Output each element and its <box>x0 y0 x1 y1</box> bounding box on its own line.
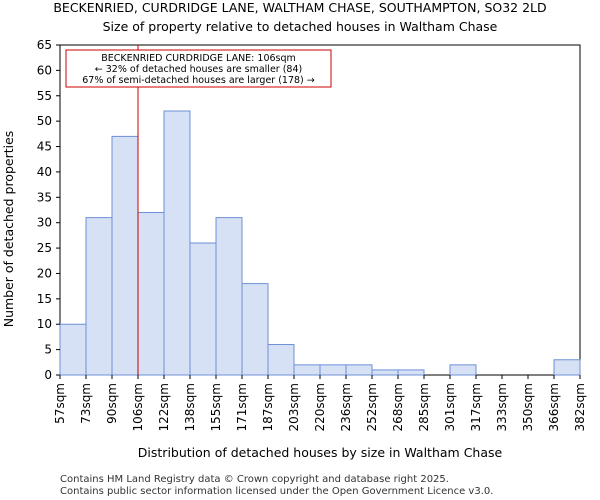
x-tick-label: 317sqm <box>469 383 483 431</box>
x-tick-label: 106sqm <box>131 383 145 431</box>
x-tick-label: 203sqm <box>287 383 301 431</box>
y-tick-label: 0 <box>44 368 52 382</box>
bar-268sqm <box>397 369 425 376</box>
y-tick-label: 50 <box>37 114 52 128</box>
y-tick-label: 55 <box>37 89 52 103</box>
y-tick-label: 35 <box>37 190 52 204</box>
x-tick-label: 285sqm <box>417 383 431 431</box>
bar-252sqm <box>371 369 399 376</box>
footer-line-1: Contains HM Land Registry data © Crown c… <box>60 474 449 485</box>
annotation-line-1: BECKENRIED CURDRIDGE LANE: 106sqm <box>101 53 296 64</box>
bar-301sqm <box>449 364 477 376</box>
bar-187sqm <box>267 344 295 376</box>
bar-73sqm <box>85 217 113 376</box>
y-tick-label: 40 <box>37 165 52 179</box>
x-tick-label: 268sqm <box>391 383 405 431</box>
bar-203sqm <box>293 364 321 376</box>
chart-title: BECKENRIED, CURDRIDGE LANE, WALTHAM CHAS… <box>53 0 546 15</box>
x-tick-label: 350sqm <box>521 383 535 431</box>
y-tick-label: 60 <box>37 63 52 77</box>
x-tick-label: 220sqm <box>313 383 327 431</box>
y-axis-ticks: 0 5 10 15 20 25 30 35 40 45 50 55 60 65 <box>37 38 60 382</box>
x-tick-label: 187sqm <box>261 383 275 431</box>
bar-171sqm <box>241 283 269 376</box>
x-tick-label: 236sqm <box>339 383 353 431</box>
bar-90sqm <box>111 135 139 376</box>
plot-area: 0 5 10 15 20 25 30 35 40 45 50 55 60 65 57sqm 73sqm 90s… <box>37 38 587 431</box>
y-tick-label: 25 <box>37 241 52 255</box>
annotation-border <box>65 49 332 88</box>
y-tick-label: 65 <box>37 38 52 52</box>
bar-366sqm <box>553 359 581 376</box>
bar-138sqm <box>189 242 217 376</box>
y-tick-label: 10 <box>37 317 52 331</box>
y-tick-label: 5 <box>44 343 52 357</box>
y-tick-label: 15 <box>37 292 52 306</box>
annotation-box: BECKENRIED CURDRIDGE LANE: 106sqm ← 32% … <box>65 49 332 88</box>
x-tick-label: 138sqm <box>183 383 197 431</box>
x-tick-label: 333sqm <box>495 383 509 431</box>
annotation-line-2: ← 32% of detached houses are smaller (84… <box>95 64 302 75</box>
x-axis-ticks: 57sqm 73sqm 90sqm 106sqm 122sqm 138sqm 155sqm 1… <box>53 375 587 431</box>
bar-106sqm <box>137 212 165 376</box>
y-tick-label: 20 <box>37 266 52 280</box>
x-tick-label: 90sqm <box>105 383 119 424</box>
x-tick-label: 382sqm <box>573 383 587 431</box>
bar-57sqm <box>59 323 87 376</box>
x-tick-label: 73sqm <box>79 383 93 424</box>
chart-subtitle: Size of property relative to detached ho… <box>103 19 498 34</box>
x-tick-label: 301sqm <box>443 383 457 431</box>
x-tick-label: 252sqm <box>365 383 379 431</box>
bar-236sqm <box>345 364 373 376</box>
x-tick-label: 171sqm <box>235 383 249 431</box>
y-tick-label: 30 <box>37 216 52 230</box>
bar-220sqm <box>319 364 347 376</box>
x-axis-label: Distribution of detached houses by size … <box>138 445 503 460</box>
x-tick-label: 57sqm <box>53 383 67 424</box>
bar-155sqm <box>215 217 243 376</box>
bars-group <box>59 110 581 376</box>
bar-122sqm <box>163 110 191 376</box>
x-tick-label: 366sqm <box>547 383 561 431</box>
footer-line-2: Contains public sector information licen… <box>60 486 493 497</box>
y-tick-label: 45 <box>37 140 52 154</box>
annotation-line-3: 67% of semi-detached houses are larger (… <box>82 75 315 86</box>
x-tick-label: 122sqm <box>157 383 171 431</box>
y-axis-label: Number of detached properties <box>1 131 16 328</box>
x-tick-label: 155sqm <box>209 383 223 431</box>
